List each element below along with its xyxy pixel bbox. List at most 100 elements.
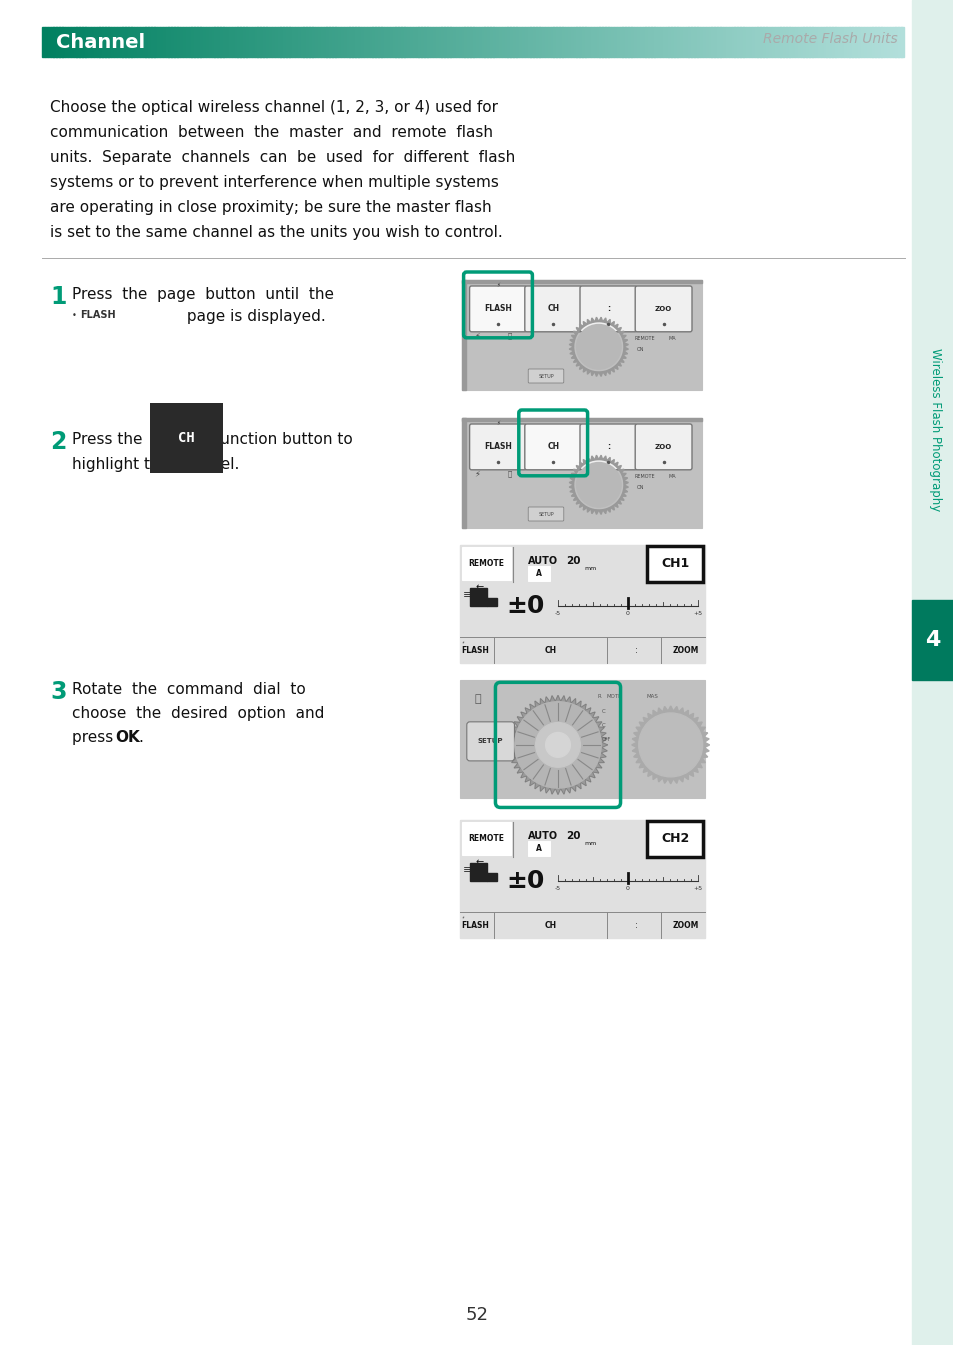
FancyBboxPatch shape [528, 507, 563, 521]
Bar [389, 27, 393, 56]
Bar [828, 27, 832, 56]
Bar [413, 27, 416, 56]
Circle shape [515, 702, 600, 788]
Polygon shape [573, 469, 578, 473]
Bar [212, 27, 214, 56]
Polygon shape [508, 695, 607, 795]
Polygon shape [618, 331, 623, 335]
Bar [688, 27, 691, 56]
Bar [297, 27, 301, 56]
Polygon shape [595, 317, 598, 321]
Bar [518, 27, 522, 56]
Bar [757, 27, 760, 56]
Bar [177, 27, 180, 56]
Bar [174, 27, 177, 56]
Bar [598, 27, 602, 56]
Text: CH: CH [547, 304, 558, 313]
Bar [274, 27, 278, 56]
Polygon shape [623, 343, 628, 347]
Bar [125, 27, 129, 56]
Text: 🔒: 🔒 [475, 694, 481, 705]
Bar [157, 27, 160, 56]
Text: C: C [601, 724, 605, 728]
FancyBboxPatch shape [469, 424, 526, 469]
Bar [136, 27, 140, 56]
Polygon shape [616, 362, 620, 366]
Polygon shape [569, 482, 574, 484]
Bar [349, 27, 353, 56]
Bar [473, 27, 476, 56]
Bar [496, 27, 498, 56]
Bar [386, 27, 390, 56]
Bar [461, 822, 511, 855]
Text: 20: 20 [565, 831, 579, 841]
Polygon shape [620, 473, 625, 477]
Bar [343, 27, 347, 56]
Bar [113, 27, 117, 56]
Bar [740, 27, 742, 56]
Bar [131, 27, 134, 56]
Bar [857, 27, 861, 56]
Polygon shape [598, 455, 602, 460]
Bar [263, 27, 266, 56]
Text: ZOO: ZOO [655, 305, 672, 312]
Polygon shape [606, 457, 610, 463]
Text: 🔒: 🔒 [507, 471, 512, 477]
Bar [527, 27, 531, 56]
Bar [722, 27, 725, 56]
Polygon shape [622, 339, 627, 343]
Polygon shape [569, 488, 575, 492]
Bar [355, 27, 358, 56]
Bar [82, 27, 86, 56]
Bar [868, 27, 872, 56]
Bar [785, 27, 789, 56]
Bar [573, 27, 577, 56]
Polygon shape [598, 317, 602, 321]
Bar [237, 27, 240, 56]
Circle shape [639, 713, 702, 777]
Bar [286, 27, 290, 56]
Bar [169, 27, 172, 56]
Polygon shape [622, 488, 627, 492]
Polygon shape [571, 355, 576, 358]
Bar [593, 27, 597, 56]
Bar [45, 27, 49, 56]
Bar [395, 27, 398, 56]
Polygon shape [631, 706, 709, 784]
Bar [260, 27, 263, 56]
Bar [314, 27, 318, 56]
Polygon shape [590, 317, 595, 323]
Bar [401, 27, 404, 56]
Text: +5: +5 [693, 886, 701, 892]
FancyBboxPatch shape [528, 369, 563, 383]
Text: AUTO: AUTO [527, 557, 558, 566]
Bar [648, 27, 651, 56]
Text: ⚡: ⚡ [496, 282, 499, 288]
Bar [461, 547, 511, 581]
Polygon shape [571, 335, 576, 339]
Bar [119, 27, 123, 56]
Bar [418, 27, 421, 56]
Bar [604, 27, 608, 56]
Polygon shape [610, 460, 614, 464]
Bar [153, 27, 157, 56]
Polygon shape [469, 862, 497, 881]
Text: SETUP: SETUP [537, 511, 554, 516]
Polygon shape [573, 331, 578, 335]
Bar [257, 27, 260, 56]
Polygon shape [576, 362, 580, 366]
Bar [536, 27, 539, 56]
Bar [556, 27, 559, 56]
Bar [877, 27, 881, 56]
Bar [901, 27, 903, 56]
Text: ←: ← [475, 857, 483, 868]
Bar [613, 27, 617, 56]
Bar [85, 27, 89, 56]
Bar [458, 27, 461, 56]
Polygon shape [469, 588, 497, 607]
Bar [320, 27, 324, 56]
Bar [547, 27, 551, 56]
Text: 🔒: 🔒 [507, 332, 512, 339]
Polygon shape [618, 496, 623, 500]
Bar [504, 27, 507, 56]
